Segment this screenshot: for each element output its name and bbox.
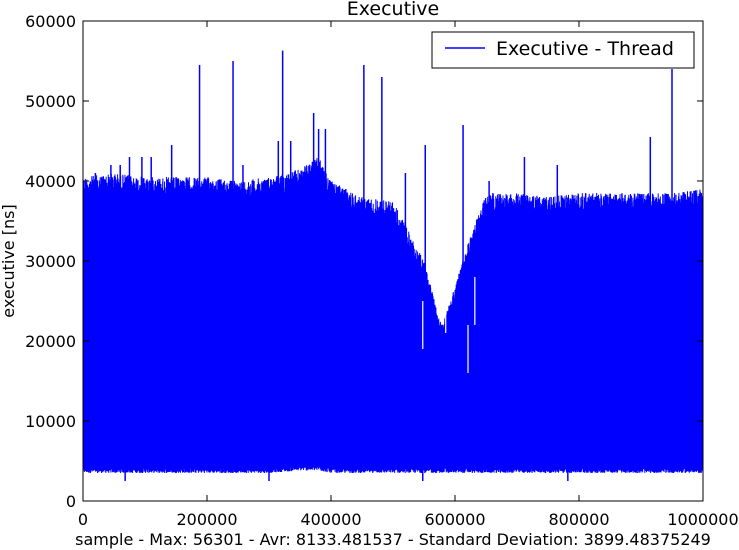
y-tick-label: 60000 (25, 12, 76, 31)
series-band (83, 179, 703, 467)
x-tick-label: 800000 (548, 510, 609, 529)
x-tick-label: 1000000 (667, 510, 738, 529)
y-tick-label: 20000 (25, 332, 76, 351)
chart-title: Executive (347, 0, 440, 20)
y-tick-label: 40000 (25, 172, 76, 191)
x-tick-label: 0 (78, 510, 88, 529)
y-tick-label: 10000 (25, 412, 76, 431)
y-tick-label: 30000 (25, 252, 76, 271)
legend: Executive - Thread (431, 31, 695, 69)
legend-label: Executive - Thread (496, 38, 674, 60)
plot-area (83, 50, 703, 481)
x-tick-label: 200000 (176, 510, 237, 529)
x-tick-label: 400000 (300, 510, 361, 529)
y-tick-label: 50000 (25, 92, 76, 111)
y-axis-label: executive [ns] (0, 204, 18, 317)
y-tick-label: 0 (66, 492, 76, 511)
x-tick-label: 600000 (424, 510, 485, 529)
x-axis-label: sample - Max: 56301 - Avr: 8133.481537 -… (75, 530, 711, 549)
legend-box (431, 31, 695, 69)
